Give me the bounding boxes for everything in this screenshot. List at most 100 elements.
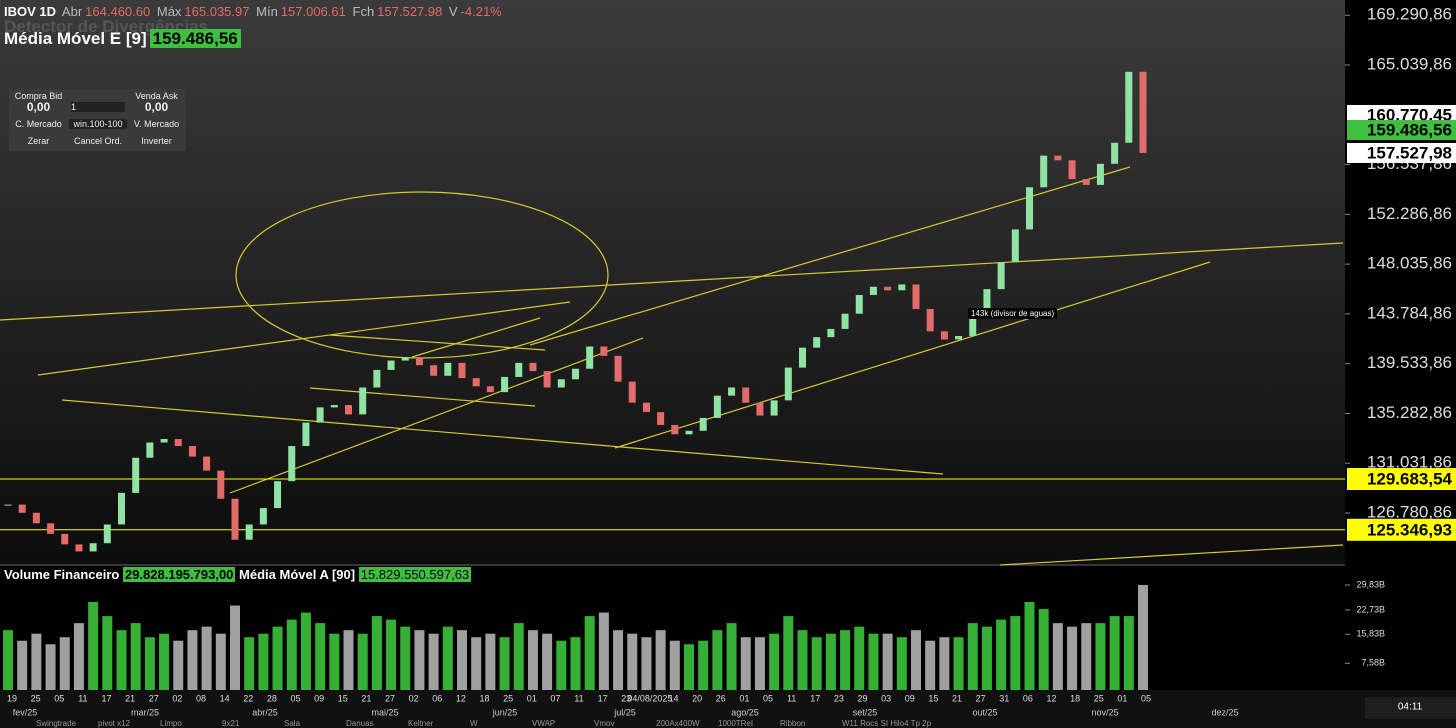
candle [1082,179,1090,185]
tab[interactable]: Danuas [346,719,374,728]
candle [855,294,863,314]
volume-bar [598,612,609,690]
volume-bar [584,616,595,690]
volume-bar [953,637,964,690]
candle [501,376,509,393]
x-day: 27 [149,693,159,703]
x-month: jun/25 [492,707,518,717]
tab[interactable]: Vmov [594,719,614,728]
volume-bar [286,619,297,690]
volume-bar [854,626,865,690]
buy-button[interactable]: C. Mercado [15,119,62,129]
y-tick-label: 143.784,86 [1367,303,1452,322]
level-tag [1347,468,1456,491]
tab[interactable]: Sala [284,719,301,728]
volume-bar [840,630,851,690]
x-day: 23 [834,693,844,703]
x-day: 02 [409,693,419,703]
volume-bar [911,630,921,690]
trendlines [0,166,1344,566]
ask-label: Venda Ask [135,91,178,101]
tab[interactable]: W [470,719,478,728]
price-tag [1347,142,1456,163]
volume-bar [1038,609,1049,690]
zero-button[interactable]: Zerar [27,136,50,146]
invert-button[interactable]: Inverter [141,136,172,146]
volume-bar [1024,602,1035,690]
header: IBOV 1D Abr 164.460.60 Máx 165.035.97 Mín 1… [4,4,505,49]
x-day: 14 [668,693,678,703]
candle [572,368,579,380]
candle [557,379,565,388]
x-month: dez/25 [1211,707,1238,717]
x-day: 19 [7,693,17,703]
volume-bar [939,637,950,690]
x-day: 21 [952,693,962,703]
volume-bar [371,616,382,690]
x-day: 07 [550,693,560,703]
y-tick-label: 126.780,86 [1367,502,1452,521]
volume-bar [471,637,482,690]
study2: Média Móvel E [9] 159.486,56 [4,29,505,49]
candle [330,405,338,408]
volume-bar [684,644,694,690]
price-tag [1347,104,1456,125]
x-day: 05 [763,693,773,703]
x-month: ago/25 [731,707,759,717]
account[interactable]: win.100-100 [69,119,127,129]
candle [444,362,452,376]
candle [912,284,920,310]
candle [486,386,494,393]
candle [756,402,764,416]
x-day: 21 [125,693,135,703]
low-label: Mín [256,4,278,19]
candle [47,523,55,534]
x-day: 17 [810,693,820,703]
volume-bar [613,630,624,690]
volume-bar [230,605,240,690]
level-tag [1347,518,1456,541]
tab[interactable]: Limpo [160,719,182,728]
volume-bar [31,633,42,690]
x-month: jul/25 [613,707,636,717]
study2-value: 159.486,56 [149,29,241,48]
candle [174,439,182,447]
y-tick-label: 148.035,86 [1367,254,1452,273]
x-day: 31 [999,693,1009,703]
ask: 0,00 [144,100,169,114]
tab[interactable]: Ribbon [780,719,805,728]
volume-bar [783,616,794,690]
volume-bar [457,630,467,690]
tab[interactable]: pivot x12 [98,719,131,728]
price-tag-label: 157.527,98 [1367,143,1452,162]
candle [373,369,381,388]
x-day: 03 [881,693,891,703]
candle [784,367,792,401]
tab[interactable]: Swingtrade [36,719,77,728]
candle [302,422,310,447]
x-month: fev/25 [13,707,38,717]
x-day: 04/08/2025 [627,693,672,703]
sell-button[interactable]: V. Mercado [133,119,180,129]
tab[interactable]: 200Ax400W [656,719,700,728]
volume-bar [329,633,340,690]
cancel-button[interactable]: Cancel Ord. [73,136,123,146]
qty[interactable]: 1 [71,102,125,112]
candle [1068,160,1076,180]
candle [685,430,693,435]
tab[interactable]: VWAP [532,719,555,728]
candle [18,504,26,513]
volume-bar [542,633,553,690]
volume-bar [641,637,652,690]
candle [742,387,750,403]
candle [898,284,906,291]
candle [401,357,409,361]
volume-bar [1095,623,1106,690]
tab[interactable]: W11 Rocs SI Hilo4 Tp 2p [842,719,932,728]
tab[interactable]: 9x21 [222,719,240,728]
tab[interactable]: 1000TReI [718,719,753,728]
tab[interactable]: Keltner [408,719,434,728]
x-day: 01 [1117,693,1127,703]
y-tick-label: 165.039,86 [1367,54,1452,73]
